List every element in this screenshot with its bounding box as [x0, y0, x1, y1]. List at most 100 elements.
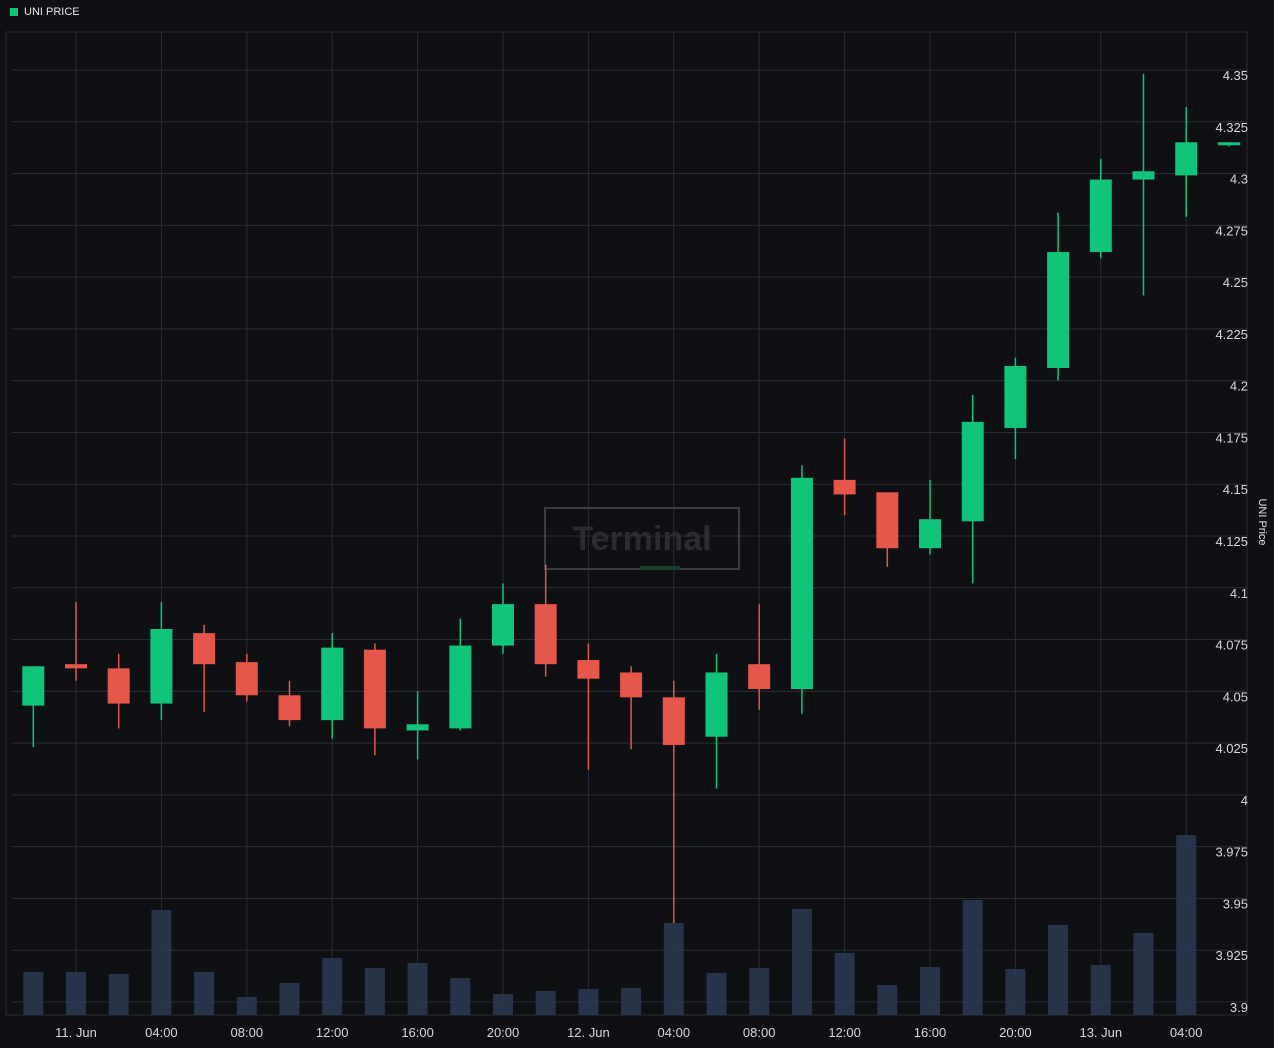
volume-bar	[578, 989, 599, 1015]
candle-up	[919, 519, 941, 549]
x-tick-label: 13. Jun	[1079, 1025, 1122, 1040]
volume-bar	[493, 994, 513, 1015]
volume-bar	[151, 910, 172, 1015]
volume-bar	[279, 983, 300, 1015]
volume-bar	[621, 988, 642, 1015]
y-tick-label: 4.25	[1223, 275, 1248, 290]
candle-down	[278, 695, 301, 721]
x-tick-label: 16:00	[401, 1025, 434, 1040]
volume-bar	[834, 953, 855, 1015]
candle-down	[193, 633, 216, 665]
x-tick-label: 08:00	[231, 1025, 264, 1040]
candle-up	[406, 724, 429, 731]
candle-up	[1132, 171, 1155, 180]
x-tick-label: 11. Jun	[55, 1025, 97, 1040]
y-tick-label: 4.05	[1223, 689, 1248, 704]
volume-bar	[706, 973, 727, 1015]
candle-up	[1047, 252, 1070, 369]
y-tick-label: 4.2	[1230, 379, 1248, 394]
candle-up	[22, 666, 45, 706]
x-tick-label: 16:00	[914, 1025, 947, 1040]
ytick-layer: 4.35 4.325 4.3 4.275 4.25 4.225 4.2 4.175 4.15 4.…	[1215, 68, 1248, 1015]
candle-down	[876, 492, 899, 549]
y-tick-label: 4	[1241, 793, 1248, 808]
volume-bar	[535, 991, 556, 1015]
volume-layer	[23, 835, 1197, 1015]
candle-down	[577, 660, 600, 679]
y-tick-label: 4.125	[1215, 534, 1248, 549]
x-tick-label: 04:00	[1170, 1025, 1203, 1040]
candle-down	[833, 479, 856, 495]
y-tick-label: 4.1	[1230, 586, 1248, 601]
volume-bar	[663, 923, 684, 1015]
y-tick-label: 4.35	[1223, 68, 1248, 83]
candle-down	[662, 697, 685, 745]
candle-down	[748, 664, 771, 690]
xtick-layer: 11. Jun 04:00 08:00 12:00 16:00 20:00 12. Jun 0…	[55, 1025, 1202, 1040]
watermark-layer: Terminal	[544, 507, 740, 570]
candle-up	[1004, 365, 1027, 429]
candle-down	[107, 668, 130, 704]
y-tick-label: 4.225	[1215, 327, 1248, 342]
candle-up	[449, 645, 472, 729]
watermark-accent	[640, 566, 680, 570]
x-tick-label: 20:00	[487, 1025, 520, 1040]
x-tick-label: 04:00	[658, 1025, 691, 1040]
legend-swatch	[10, 8, 18, 16]
volume-bar	[364, 968, 385, 1015]
candle-down	[235, 662, 258, 696]
y-tick-label: 4.275	[1215, 223, 1248, 238]
candle-down	[363, 649, 386, 729]
candle-down	[65, 664, 87, 669]
y-tick-label: 4.3	[1230, 172, 1248, 187]
y-tick-label: 4.075	[1215, 638, 1248, 653]
y-tick-label: 3.95	[1223, 896, 1248, 911]
volume-bar	[66, 972, 86, 1015]
x-tick-label: 20:00	[999, 1025, 1032, 1040]
y-tick-label: 3.975	[1215, 845, 1248, 860]
candle-up	[1217, 142, 1240, 146]
volume-bar	[1048, 925, 1069, 1015]
y-tick-label: 4.325	[1215, 120, 1248, 135]
x-tick-label: 08:00	[743, 1025, 776, 1040]
candle-down	[620, 672, 643, 698]
candle-up	[321, 647, 344, 721]
volume-bar	[23, 972, 44, 1015]
x-tick-label: 12:00	[316, 1025, 349, 1040]
volume-bar	[322, 958, 343, 1015]
volume-bar	[1090, 965, 1111, 1015]
volume-bar	[920, 967, 940, 1015]
y-tick-label: 3.9	[1230, 1000, 1248, 1015]
volume-bar	[1005, 969, 1026, 1015]
x-tick-label: 04:00	[145, 1025, 178, 1040]
volume-bar	[450, 978, 471, 1015]
volume-bar	[791, 909, 812, 1015]
x-tick-label: 12. Jun	[567, 1025, 610, 1040]
x-tick-label: 12:00	[828, 1025, 861, 1040]
candle-up	[150, 628, 173, 704]
y-tick-label: 3.925	[1215, 948, 1248, 963]
volume-bar	[236, 997, 257, 1015]
volume-bar	[1176, 835, 1197, 1015]
volume-bar	[877, 985, 898, 1015]
legend[interactable]: UNI PRICE	[10, 6, 80, 18]
legend-label: UNI PRICE	[24, 6, 80, 18]
volume-bar	[962, 900, 983, 1015]
candle-up	[1175, 142, 1198, 176]
candle-up	[705, 672, 728, 737]
y-tick-label: 4.025	[1215, 741, 1248, 756]
candle-layer	[22, 73, 1240, 924]
volume-bar	[194, 972, 215, 1015]
y-tick-label: 4.15	[1223, 482, 1248, 497]
volume-bar	[1133, 933, 1154, 1015]
candle-up	[790, 477, 813, 690]
volume-bar	[407, 963, 428, 1015]
watermark-text: Terminal	[572, 520, 711, 558]
volume-bar	[108, 974, 129, 1015]
candle-up	[1089, 179, 1112, 253]
y-tick-label: 4.175	[1215, 430, 1248, 445]
y-axis-title: UNI Price	[1256, 498, 1268, 546]
volume-bar	[749, 968, 770, 1015]
